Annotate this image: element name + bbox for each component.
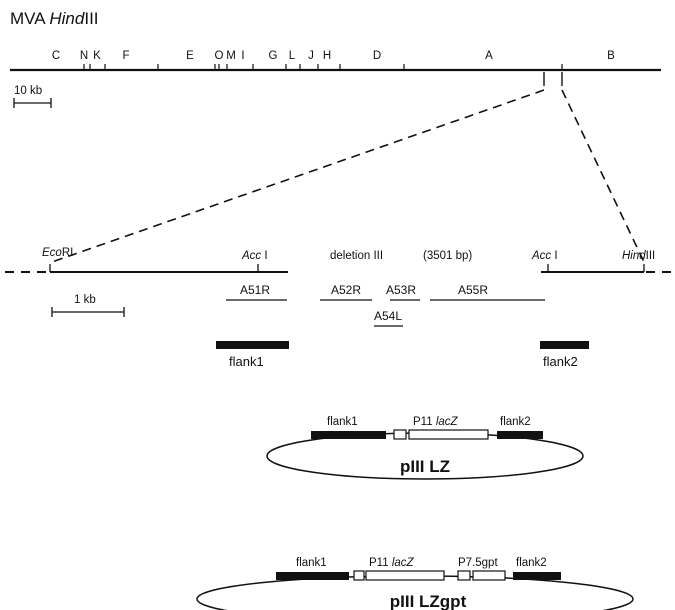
segment-label: C	[52, 50, 60, 62]
segment-label: K	[93, 50, 101, 62]
scale-label: 1 kb	[74, 294, 96, 306]
segment-label: B	[607, 50, 615, 62]
diagram-title: MVA HindIII	[10, 9, 99, 28]
segment-label: F	[122, 50, 129, 62]
plasmid-name: pIII LZgpt	[390, 592, 467, 610]
flank2-bar	[540, 341, 589, 349]
genome-map: C N K F E O M I G L J H D A B	[10, 50, 661, 86]
acci-left-label: Acc I	[241, 250, 268, 262]
hindiii-label: HindIII	[622, 250, 655, 262]
flank2-bar	[497, 431, 543, 439]
flank2-bar	[513, 572, 561, 580]
segment-label: H	[323, 50, 331, 62]
scale-bar-10kb: 10 kb	[13, 85, 52, 108]
lacz-box	[408, 429, 489, 440]
detail-map: EcoRI Acc I deletion III (3501 bp) Acc I…	[5, 247, 675, 273]
gpt-box	[472, 570, 506, 581]
flank2-label: flank2	[500, 416, 531, 428]
insert-label: P11 lacZ	[369, 557, 415, 569]
flank2-label: flank2	[516, 557, 547, 569]
gene-label: A51R	[240, 283, 270, 297]
gene-label: A52R	[331, 283, 361, 297]
deletion-label: deletion III	[330, 250, 383, 262]
flank1-bar	[311, 431, 386, 439]
flank2-label: flank2	[543, 354, 578, 369]
plasmid-piii-lzgpt: flank1 P11 lacZ P7.5gpt flank2 pIII LZgp…	[196, 557, 634, 610]
plasmid-name: pIII LZ	[400, 457, 450, 476]
lacz-box	[365, 570, 445, 581]
segment-label: J	[308, 50, 314, 62]
gene-label: A55R	[458, 283, 488, 297]
segment-label: O	[215, 50, 224, 62]
ecori-label: EcoRI	[42, 247, 73, 259]
segment-label: L	[289, 50, 296, 62]
flank1-bar	[216, 341, 289, 349]
scale-bar-1kb: 1 kb	[51, 294, 125, 317]
plasmid-piii-lz: flank1 P11 lacZ flank2 pIII LZ	[266, 416, 584, 480]
gene-label: A54L	[374, 309, 402, 323]
genome-ticks	[83, 64, 563, 70]
segment-label: N	[80, 50, 88, 62]
flank1-bar	[276, 572, 349, 580]
flank1-label: flank1	[296, 557, 327, 569]
segment-label: E	[186, 50, 194, 62]
insert-label: P11 lacZ	[413, 416, 459, 428]
p75-promoter-box	[457, 570, 471, 581]
marker-label: P7.5gpt	[458, 557, 498, 569]
flank-regions: flank1 flank2	[216, 341, 589, 369]
acci-right-label: Acc I	[531, 250, 558, 262]
flank1-label: flank1	[327, 416, 358, 428]
genome-segment-labels: C N K F E O M I G L J H D A B	[52, 50, 615, 62]
segment-label: I	[241, 50, 244, 62]
zoom-lines	[51, 89, 645, 263]
promoter-box	[353, 570, 365, 581]
segment-label: A	[485, 50, 493, 62]
gene-map: A51R A52R A53R A54L A55R	[226, 283, 545, 327]
segment-label: M	[226, 50, 236, 62]
flank1-label: flank1	[229, 354, 264, 369]
scale-label: 10 kb	[14, 85, 42, 97]
segment-label: D	[373, 50, 381, 62]
segment-label: G	[269, 50, 278, 62]
deletion-size: (3501 bp)	[423, 250, 472, 262]
promoter-box	[393, 429, 407, 440]
gene-label: A53R	[386, 283, 416, 297]
